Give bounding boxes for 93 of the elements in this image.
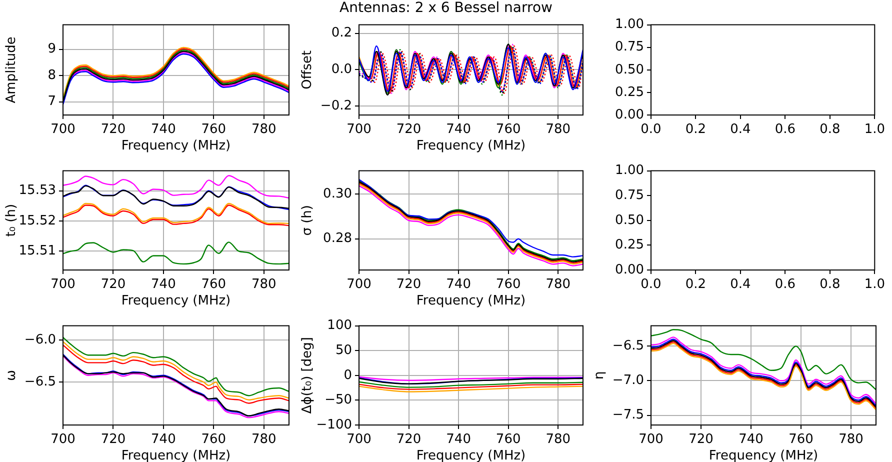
x-tick-label: 720 xyxy=(100,122,126,138)
y-tick-label: −6.5 xyxy=(612,338,644,354)
x-axis-title: Frequency (MHz) xyxy=(416,294,526,309)
x-tick-label: 1.0 xyxy=(864,122,886,138)
y-tick-label: −100 xyxy=(316,417,352,432)
x-tick-label: 760 xyxy=(496,432,521,448)
x-tick-label: 720 xyxy=(396,432,422,448)
x-axis-title: Frequency (MHz) xyxy=(121,294,231,309)
y-tick-label: 15.51 xyxy=(18,244,56,259)
x-tick-label: 780 xyxy=(251,432,276,448)
x-tick-label: 0.6 xyxy=(774,277,796,292)
y-tick-label: 50 xyxy=(335,342,352,358)
x-axis-title: Frequency (MHz) xyxy=(121,448,231,462)
x-tick-label: 720 xyxy=(100,432,126,448)
x-tick-label: 720 xyxy=(396,122,422,138)
y-axis-title: Δϕ(t₀) [deg] xyxy=(300,337,316,414)
y-tick-label: 0.2 xyxy=(331,26,352,41)
x-tick-label: 720 xyxy=(688,432,714,448)
chart-title: Antennas: 2 x 6 Bessel narrow xyxy=(338,0,554,17)
x-axis-title: Frequency (MHz) xyxy=(708,448,818,462)
x-tick-label: 700 xyxy=(50,122,76,138)
x-tick-label: 700 xyxy=(638,432,664,448)
x-tick-label: 740 xyxy=(446,432,471,448)
x-tick-label: 780 xyxy=(838,432,864,448)
y-axis-title: η xyxy=(592,371,608,380)
x-tick-label: 760 xyxy=(496,122,521,138)
x-tick-label: 780 xyxy=(251,277,276,292)
x-axis-title: Frequency (MHz) xyxy=(416,448,526,462)
y-tick-label: 0.00 xyxy=(615,107,644,122)
x-tick-label: 740 xyxy=(151,277,176,292)
y-tick-label: 0.28 xyxy=(323,231,352,246)
y-tick-label: 7 xyxy=(48,94,56,110)
y-axis-title: σ (h) xyxy=(300,205,316,236)
x-tick-label: 760 xyxy=(201,432,226,448)
y-tick-label: −6.5 xyxy=(24,374,56,390)
x-axis-title: Frequency (MHz) xyxy=(416,138,526,154)
x-tick-label: 0.8 xyxy=(820,277,840,292)
y-tick-label: 0.75 xyxy=(615,40,644,55)
x-tick-label: 700 xyxy=(50,432,76,448)
y-tick-label: 9 xyxy=(48,42,56,57)
y-tick-label: 0 xyxy=(344,368,352,383)
x-tick-label: 760 xyxy=(788,432,814,448)
y-tick-label: 0.25 xyxy=(615,238,644,253)
x-tick-label: 0.0 xyxy=(640,122,662,138)
x-tick-label: 0.6 xyxy=(774,122,796,138)
x-tick-label: 0.8 xyxy=(820,122,840,138)
x-tick-label: 720 xyxy=(100,277,126,292)
y-tick-label: −6.0 xyxy=(24,332,56,348)
x-tick-label: 0.4 xyxy=(730,122,751,138)
y-tick-label: 15.52 xyxy=(18,213,56,228)
y-axis-title: t₀ (h) xyxy=(4,204,20,237)
y-tick-label: 100 xyxy=(327,318,352,334)
y-tick-label: 0.30 xyxy=(323,186,352,202)
y-tick-label: 15.53 xyxy=(18,183,56,198)
x-tick-label: 0.0 xyxy=(640,277,662,292)
x-tick-label: 740 xyxy=(446,122,471,138)
y-tick-label: 0.75 xyxy=(615,188,644,203)
y-tick-label: −0.2 xyxy=(320,98,352,114)
x-tick-label: 1.0 xyxy=(864,277,886,292)
x-tick-label: 740 xyxy=(738,432,764,448)
x-tick-label: 740 xyxy=(446,277,471,292)
y-tick-label: 0.00 xyxy=(615,262,644,278)
y-tick-label: 0.50 xyxy=(615,62,644,78)
x-tick-label: 740 xyxy=(151,122,176,138)
x-tick-label: 0.2 xyxy=(685,277,706,292)
y-axis-title: ω xyxy=(4,370,20,381)
x-tick-label: 780 xyxy=(546,432,571,448)
y-tick-label: 0.0 xyxy=(331,62,352,78)
y-tick-label: 0.25 xyxy=(615,84,644,100)
x-tick-label: 760 xyxy=(201,122,226,138)
x-tick-label: 760 xyxy=(496,277,521,292)
y-tick-label: 8 xyxy=(48,68,56,83)
x-tick-label: 700 xyxy=(346,122,372,138)
x-axis-title: Frequency (MHz) xyxy=(121,138,231,154)
x-tick-label: 760 xyxy=(201,277,226,292)
x-tick-label: 700 xyxy=(346,432,372,448)
x-tick-label: 720 xyxy=(396,277,422,292)
y-tick-label: −7.5 xyxy=(612,408,644,423)
x-tick-label: 700 xyxy=(50,277,76,292)
y-tick-label: −50 xyxy=(324,392,352,408)
y-axis-title: Amplitude xyxy=(4,36,20,104)
x-tick-label: 0.2 xyxy=(685,122,706,138)
y-tick-label: 1.00 xyxy=(615,17,644,32)
x-tick-label: 0.4 xyxy=(730,277,751,292)
x-tick-label: 780 xyxy=(546,277,571,292)
y-tick-label: 1.00 xyxy=(615,163,644,178)
x-tick-label: 780 xyxy=(546,122,571,138)
x-tick-label: 780 xyxy=(251,122,276,138)
y-tick-label: 0.50 xyxy=(615,212,644,228)
y-tick-label: −7.0 xyxy=(612,373,644,388)
y-axis-title: Offset xyxy=(300,50,316,90)
x-tick-label: 740 xyxy=(151,432,176,448)
x-tick-label: 700 xyxy=(346,277,372,292)
